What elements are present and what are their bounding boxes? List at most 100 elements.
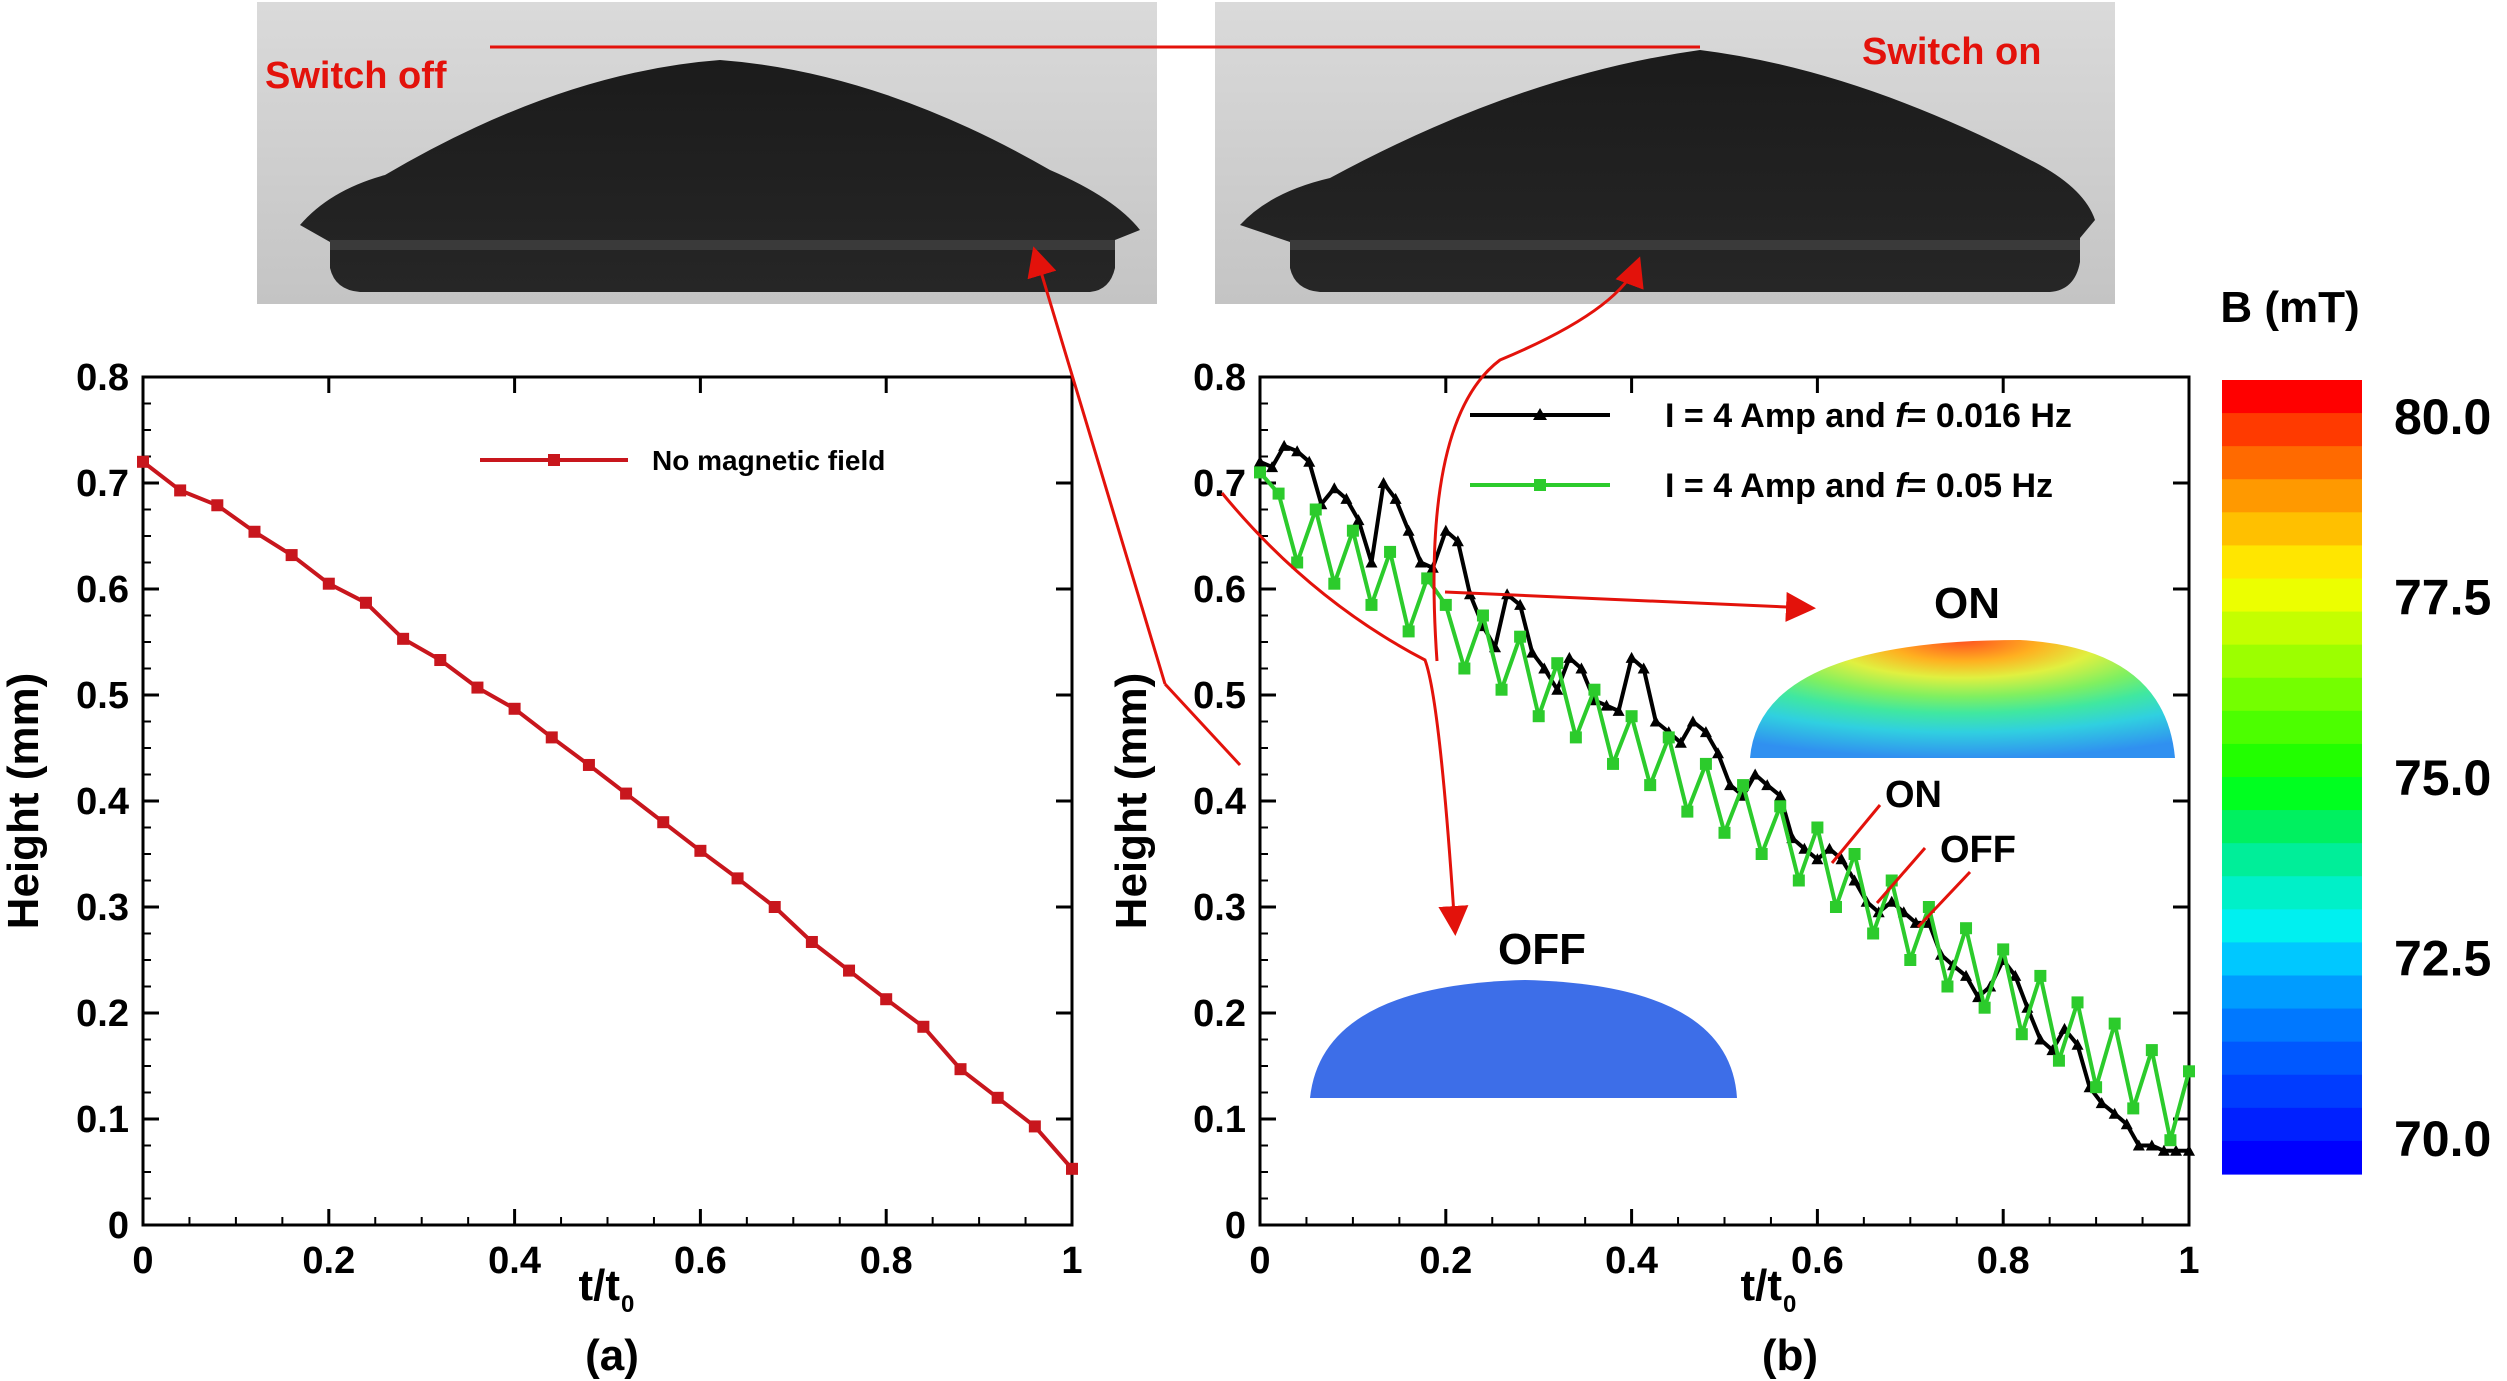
data-point-b-0-41 — [1761, 779, 1774, 791]
switch-off-label: Switch off — [265, 55, 447, 97]
data-point-a-0-6 — [359, 596, 372, 609]
data-point-b-0-28 — [1600, 699, 1613, 711]
annotation-off-pointer — [1916, 870, 1972, 929]
legend-label-a-0: No magnetic field — [652, 445, 885, 476]
data-point-b-0-9 — [1365, 556, 1378, 568]
colorbar-cell-20 — [2222, 1041, 2362, 1076]
legend-marker-b-0 — [1533, 408, 1547, 420]
data-point-a-0-16 — [731, 872, 744, 885]
data-point-b-1-24 — [1699, 757, 1712, 770]
data-point-a-0-7 — [397, 632, 410, 645]
photo-switch-on — [1215, 2, 2115, 304]
data-point-b-0-40 — [1749, 768, 1762, 780]
y-tick-label-a-8: 0.8 — [76, 357, 129, 399]
data-point-b-0-24 — [1551, 683, 1564, 695]
data-point-b-1-4 — [1328, 577, 1341, 590]
data-point-b-1-25 — [1718, 826, 1731, 839]
annotation-off: OFF — [1940, 829, 2016, 871]
colorbar-cell-1 — [2222, 413, 2362, 447]
data-point-b-0-13 — [1414, 556, 1427, 568]
data-point-b-1-13 — [1495, 683, 1508, 696]
y-tick-label-b-8: 0.8 — [1193, 357, 1246, 399]
data-point-b-1-31 — [1829, 901, 1842, 913]
data-point-b-0-48 — [1848, 874, 1861, 886]
inset-off-label: OFF — [1498, 925, 1586, 974]
data-point-b-0-10 — [1377, 477, 1390, 488]
data-point-b-1-11 — [1458, 662, 1471, 675]
colorbar-cell-15 — [2222, 876, 2362, 910]
data-point-a-0-1 — [174, 484, 187, 497]
photo-switch-off — [257, 2, 1157, 304]
data-point-a-0-17 — [768, 901, 781, 913]
data-point-b-0-47 — [1835, 853, 1848, 865]
data-point-b-0-37 — [1711, 747, 1724, 759]
data-point-b-1-19 — [1607, 757, 1620, 770]
data-point-b-0-71 — [2132, 1139, 2145, 1151]
colorbar-cell-2 — [2222, 446, 2362, 480]
inset-drop-off: OFF — [1310, 925, 1737, 1098]
data-point-b-1-15 — [1532, 710, 1545, 723]
data-point-b-1-14 — [1514, 630, 1527, 643]
data-point-b-0-21 — [1514, 598, 1527, 610]
data-point-b-0-1 — [1266, 461, 1279, 473]
data-point-b-1-32 — [1848, 848, 1861, 860]
data-point-b-0-66 — [2071, 1038, 2084, 1050]
data-point-b-1-27 — [1755, 848, 1768, 860]
data-point-b-1-26 — [1737, 779, 1750, 792]
data-point-b-0-74 — [2169, 1144, 2182, 1156]
data-point-b-0-42 — [1774, 789, 1787, 801]
data-point-b-0-23 — [1538, 662, 1551, 674]
data-point-a-0-13 — [620, 787, 633, 800]
colorbar: B (mT) 80.0 77.5 75.0 72.5 70.0 — [2220, 283, 2491, 1175]
data-point-b-1-37 — [1941, 980, 1954, 993]
data-point-b-0-6 — [1328, 482, 1341, 494]
switch-on-label: Switch on — [1862, 31, 2041, 73]
data-point-b-1-50 — [2183, 1065, 2195, 1078]
x-axis-label-b: t/t — [1740, 1261, 1782, 1310]
y-tick-label-a-4: 0.4 — [76, 781, 129, 823]
data-point-b-1-22 — [1662, 731, 1675, 744]
inset-drop-on: ON — [1750, 579, 2175, 758]
data-point-a-0-9 — [471, 681, 484, 694]
x-tick-label-b-2: 0.4 — [1605, 1240, 1658, 1282]
data-point-a-0-24 — [1028, 1120, 1041, 1133]
data-point-b-0-68 — [2095, 1097, 2108, 1109]
data-point-b-1-49 — [2164, 1134, 2177, 1147]
legend-marker-a-0 — [548, 454, 560, 466]
data-point-a-0-15 — [694, 844, 707, 857]
data-point-b-1-8 — [1402, 625, 1415, 638]
data-point-b-0-38 — [1724, 779, 1737, 791]
y-axis-label-a: Height (mm) — [0, 673, 48, 930]
colorbar-cell-11 — [2222, 743, 2362, 778]
y-tick-label-b-6: 0.6 — [1193, 569, 1246, 611]
data-point-b-1-16 — [1551, 657, 1564, 670]
colorbar-cell-16 — [2222, 909, 2362, 944]
y-tick-label-a-6: 0.6 — [76, 569, 129, 611]
y-tick-label-b-5: 0.5 — [1193, 675, 1246, 717]
data-point-b-0-73 — [2157, 1144, 2170, 1156]
data-point-b-1-28 — [1774, 800, 1787, 813]
y-tick-label-a-0: 0 — [108, 1205, 129, 1247]
series-line-a-0 — [141, 460, 1074, 1171]
series-line-b-0 — [1259, 443, 2189, 1153]
y-tick-label-b-0: 0 — [1225, 1205, 1246, 1247]
data-point-b-1-9 — [1421, 572, 1434, 585]
data-point-b-0-8 — [1352, 514, 1365, 526]
x-tick-label-a-2: 0.4 — [488, 1240, 541, 1282]
colorbar-tick-label-0: 80.0 — [2394, 389, 2491, 445]
data-point-b-0-29 — [1612, 704, 1625, 716]
data-point-b-1-44 — [2071, 996, 2084, 1009]
colorbar-tick-label-3: 72.5 — [2394, 931, 2491, 987]
panel-label-b: (b) — [1762, 1331, 1818, 1380]
plot-frame-a — [141, 375, 1074, 1227]
y-tick-label-b-4: 0.4 — [1193, 781, 1246, 823]
colorbar-cell-9 — [2222, 677, 2362, 712]
colorbar-cell-3 — [2222, 479, 2362, 513]
colorbar-tick-label-4: 70.0 — [2394, 1111, 2491, 1167]
colorbar-cell-4 — [2222, 512, 2362, 547]
y-tick-label-a-7: 0.7 — [76, 463, 129, 505]
data-point-b-0-16 — [1451, 535, 1464, 547]
data-point-b-1-30 — [1811, 821, 1824, 834]
x-tick-label-a-4: 0.8 — [860, 1240, 913, 1282]
data-point-b-1-7 — [1384, 545, 1397, 558]
